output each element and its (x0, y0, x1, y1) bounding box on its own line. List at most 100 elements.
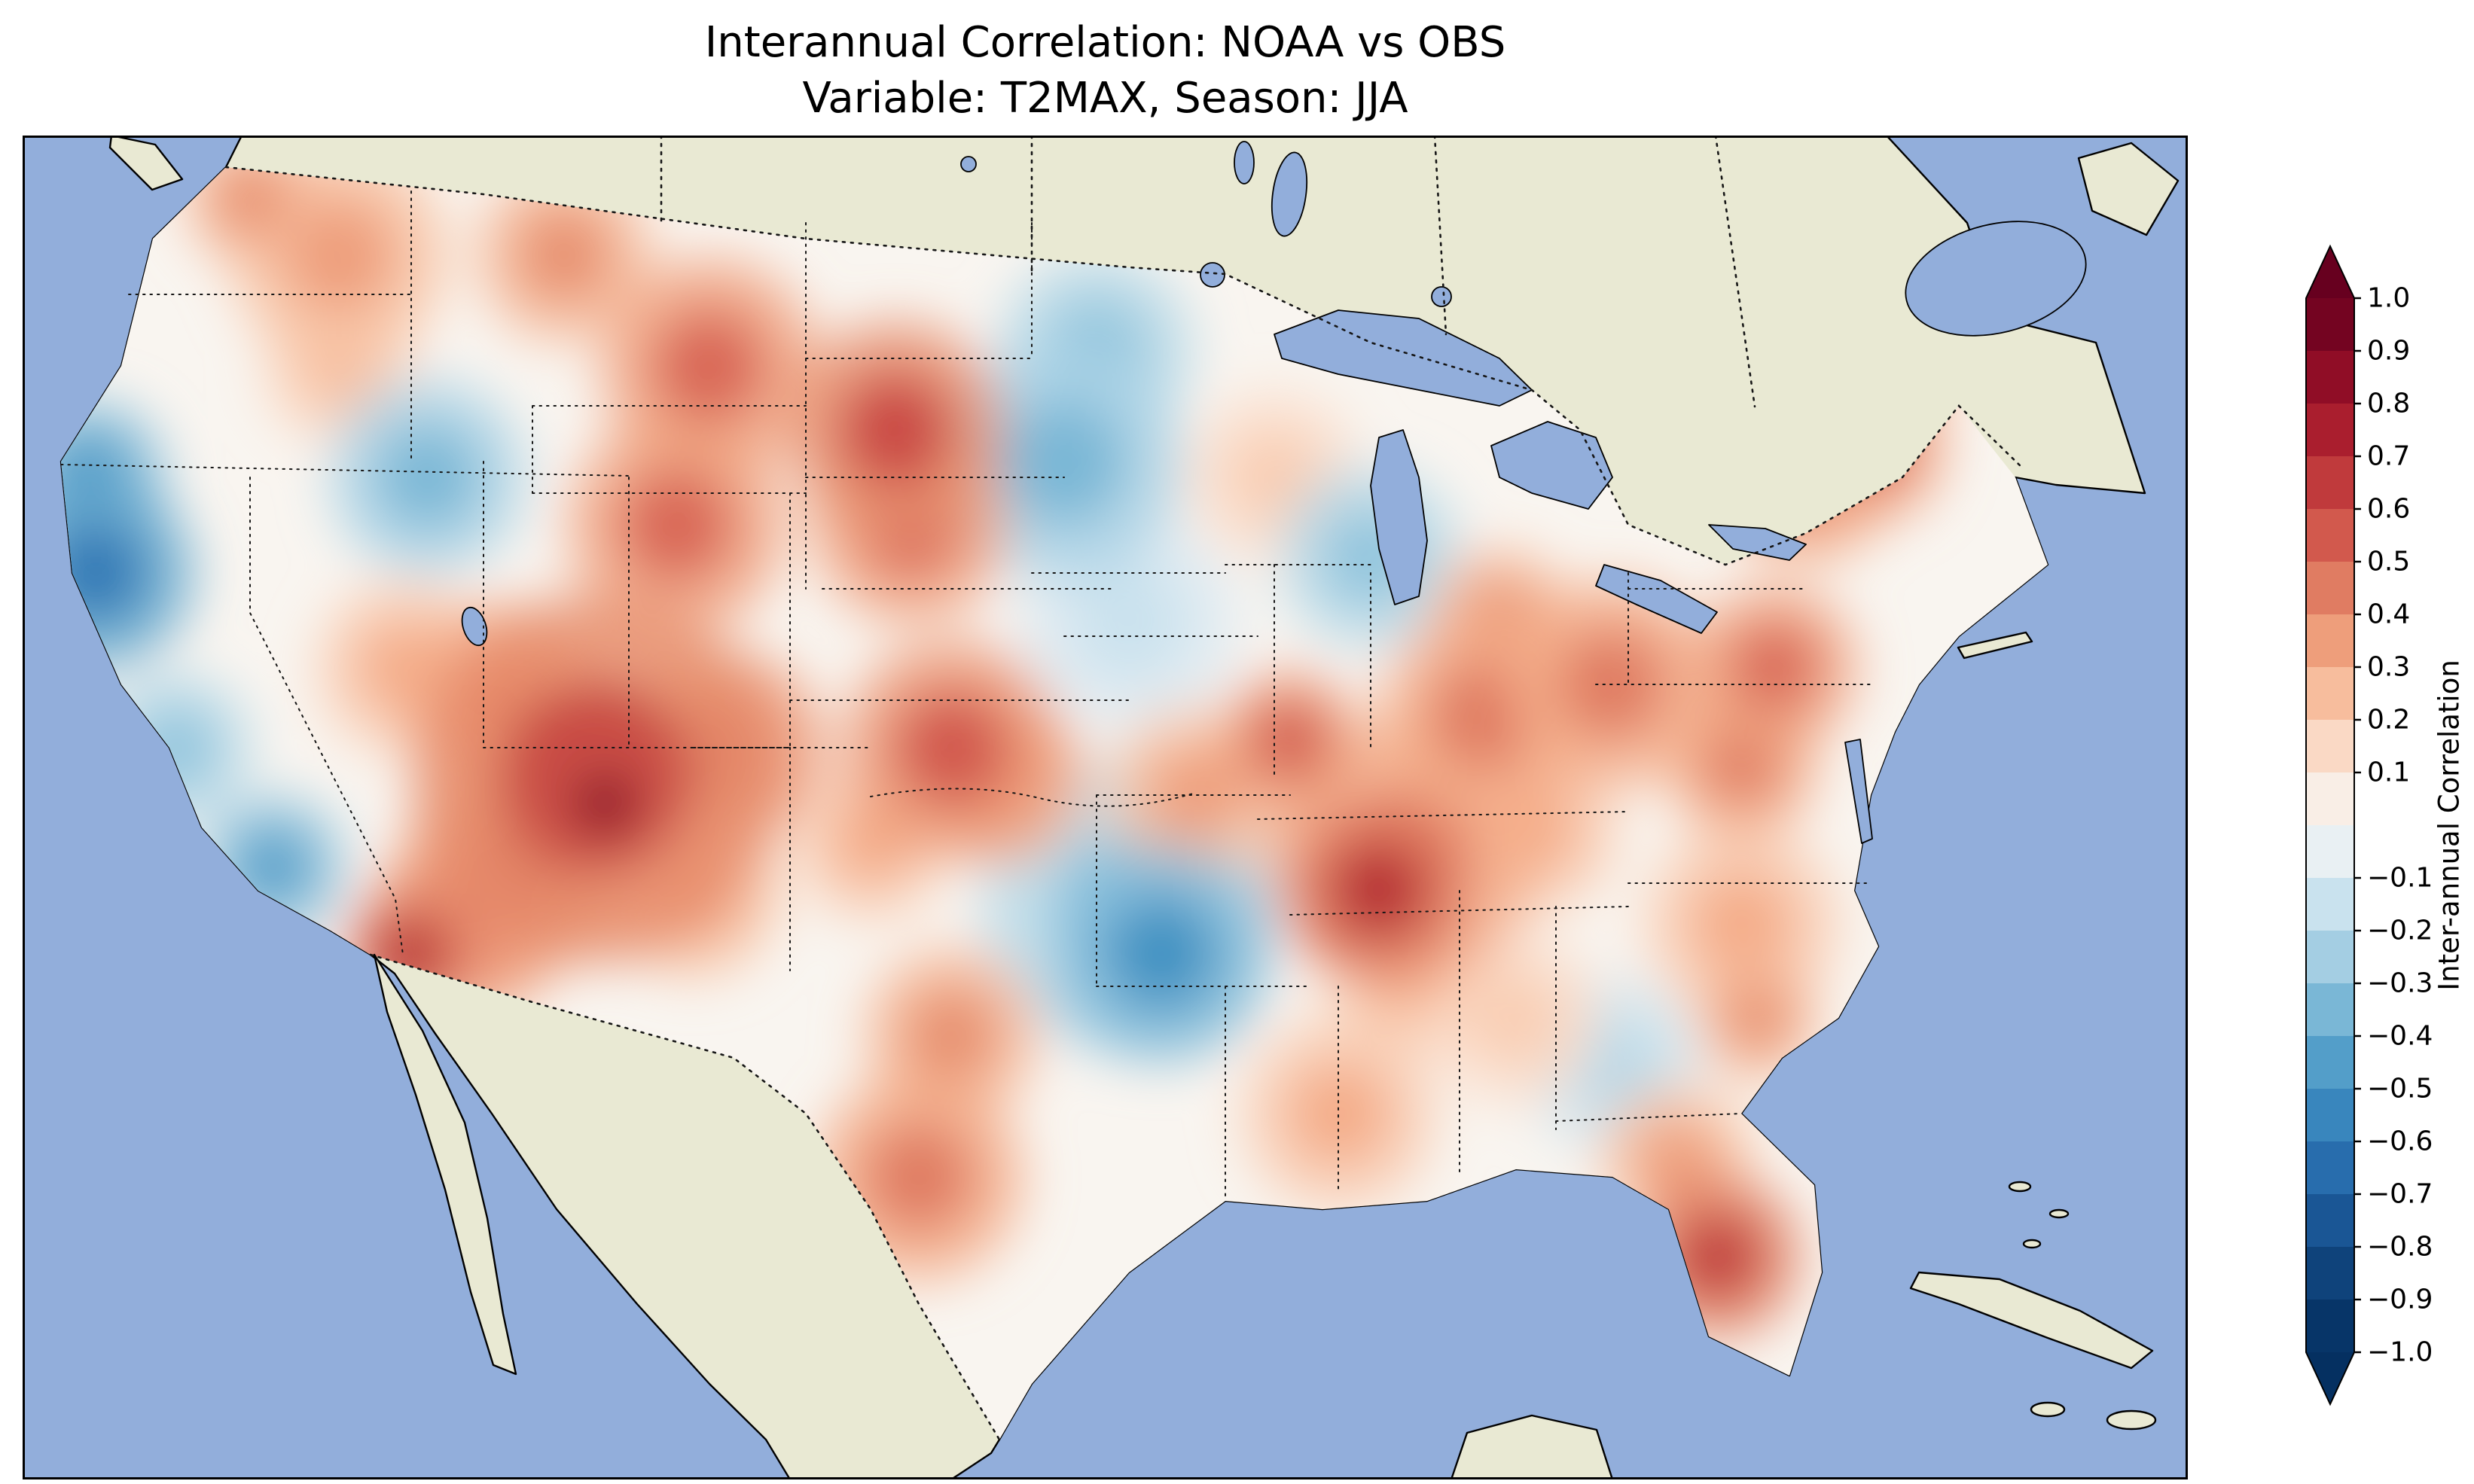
correlation-blob-core (652, 310, 766, 423)
colorbar-axis-label: Inter-annual Correlation (2433, 660, 2466, 991)
correlation-blob-core (1105, 897, 1218, 1010)
correlation-blob-core (1253, 704, 1325, 777)
map-frame (23, 136, 2188, 1479)
cuba (1909, 1271, 2154, 1370)
colorbar-tick-label: 0.8 (2367, 389, 2410, 419)
colorbar-band (2306, 351, 2354, 404)
correlation-blob-core (1330, 843, 1426, 938)
colorbar-band (2306, 562, 2354, 615)
colorbar-tick-label: 0.1 (2367, 757, 2410, 788)
hispaniola (2106, 1409, 2157, 1431)
correlation-blob-core (895, 692, 1008, 805)
vancouver-island (108, 136, 184, 191)
bahamas-island (2022, 1239, 2042, 1249)
us-correlation-field (61, 167, 2048, 1440)
jamaica (2030, 1401, 2066, 1418)
colorbar-band (2306, 509, 2354, 562)
newfoundland-island (2077, 142, 2180, 236)
lake-nipigon (1431, 286, 1452, 307)
colorbar-tick-label: 0.6 (2367, 494, 2410, 525)
colorbar-tick-label: −0.8 (2367, 1232, 2433, 1263)
colorbar-band (2306, 720, 2354, 773)
gulf-of-st-lawrence (1905, 221, 2087, 337)
correlation-blob-core (1691, 872, 1793, 974)
colorbar-bands: 1.0 0.9 0.8 0.7 0.6 0.5 0.4 0.3 0.2 0.1 −0.1 −0.2 −0… (2305, 244, 2433, 1406)
colorbar-band (2306, 298, 2354, 352)
colorbar-tick-label: −0.4 (2367, 1021, 2433, 1052)
colorbar-tick-label: 0.5 (2367, 547, 2410, 577)
correlation-blob-core (620, 468, 733, 582)
map-canvas (23, 136, 2188, 1479)
baja-california (373, 953, 517, 1376)
colorbar-band (2306, 1194, 2354, 1248)
colorbar-tick-label: 1.0 (2367, 283, 2410, 314)
correlation-blob-core (216, 167, 284, 233)
great-salt-lake (461, 606, 488, 647)
colorbar-band (2306, 1300, 2354, 1353)
colorbar-tick-label: −0.7 (2367, 1179, 2433, 1210)
colorbar-band (2306, 456, 2354, 510)
colorbar-band (2306, 772, 2354, 826)
correlation-blob-core (377, 426, 478, 528)
colorbar-band (2306, 404, 2354, 457)
long-island (1957, 631, 2033, 660)
correlation-blob-core (1288, 1063, 1390, 1165)
correlation-blob-core (1675, 1213, 1761, 1300)
lake-of-the-woods (1200, 262, 1225, 288)
correlation-blobs (61, 167, 1982, 1339)
yucatan-peninsula (1450, 1414, 1614, 1479)
lake-winnipeg (1271, 151, 1308, 237)
colorbar-tick-label: 0.2 (2367, 705, 2410, 736)
bahamas-island (2048, 1208, 2070, 1219)
colorbar-band (2306, 614, 2354, 668)
caribbean-islands (1450, 1181, 2157, 1479)
chart-title: Interannual Correlation: NOAA vs OBS (704, 18, 1506, 67)
colorbar-tick-label: −0.1 (2367, 863, 2433, 894)
colorbar-band (2306, 878, 2354, 931)
colorbar-tick-label: 0.4 (2367, 599, 2410, 630)
colorbar-band (2306, 825, 2354, 879)
lake-erie (1595, 564, 1718, 634)
canadian-lakes (960, 141, 1452, 307)
correlation-blob-core (518, 210, 609, 300)
colorbar-tick-label: 0.9 (2367, 336, 2410, 367)
correlation-blob-core (1072, 564, 1185, 678)
lake-huron (1490, 421, 1613, 510)
lake-superior (1274, 309, 1533, 407)
colorbar-tick-label: −0.3 (2367, 968, 2433, 999)
lake-manitoba (1234, 141, 1255, 184)
lake-ontario (1708, 524, 1807, 561)
correlation-blob-core (1149, 750, 1240, 841)
colorbar-tick-label: −0.9 (2367, 1284, 2433, 1315)
correlation-blob-core (906, 989, 997, 1080)
correlation-blob-core (1469, 973, 1560, 1064)
lake-michigan (1370, 429, 1428, 605)
state-borders (60, 190, 1872, 1202)
correlation-blob-core (1228, 431, 1319, 523)
colorbar-band (2306, 931, 2354, 984)
bahamas-island (2008, 1181, 2032, 1193)
great-lakes (1274, 309, 1807, 634)
colorbar-band (2306, 1089, 2354, 1142)
correlation-blob-core (236, 829, 311, 904)
correlation-blob-core (569, 767, 642, 840)
national-borders (224, 136, 2025, 1441)
colorbar-band (2306, 1036, 2354, 1089)
correlation-blob-core (1725, 986, 1789, 1050)
colorbar-band (2306, 1141, 2354, 1195)
colorbar-tick-label: −0.5 (2367, 1074, 2433, 1105)
colorbar-extend-min-arrow (2306, 1352, 2354, 1404)
colorbar-band (2306, 667, 2354, 721)
colorbar-band (2306, 1247, 2354, 1300)
colorbar-tick-label: −0.2 (2367, 916, 2433, 946)
correlation-blob-core (1002, 400, 1127, 524)
colorbar-tick-label: −0.6 (2367, 1126, 2433, 1157)
correlation-blob-core (865, 1123, 974, 1232)
correlation-blob-core (1731, 625, 1817, 711)
small-lake (960, 156, 977, 172)
correlation-blob-core (838, 373, 952, 486)
colorbar-tick-label: 0.3 (2367, 652, 2410, 683)
colorbar: 1.0 0.9 0.8 0.7 0.6 0.5 0.4 0.3 0.2 0.1 −0.1 −0.2 −0… (2305, 244, 2433, 1406)
colorbar-band (2306, 983, 2354, 1037)
